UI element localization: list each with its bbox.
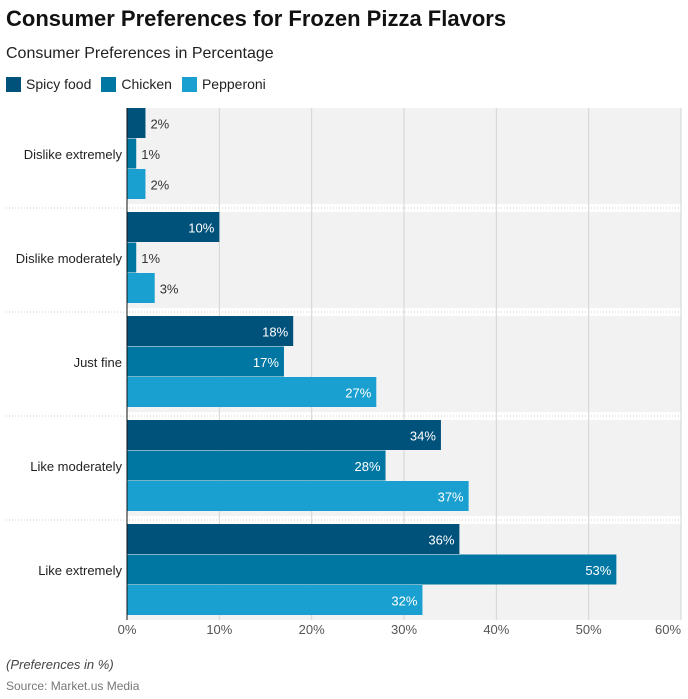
bar [127, 212, 220, 242]
category-label: Dislike moderately [16, 251, 123, 266]
legend-label: Chicken [121, 76, 172, 92]
chart-note: (Preferences in %) [6, 657, 114, 672]
legend: Spicy food Chicken Pepperoni [6, 76, 266, 92]
data-label: 3% [160, 281, 179, 296]
category-label: Just fine [74, 355, 122, 370]
x-tick-label: 20% [299, 622, 325, 637]
data-label: 27% [345, 385, 371, 400]
category-label: Dislike extremely [24, 147, 123, 162]
category-label: Like extremely [38, 563, 122, 578]
x-tick-label: 60% [655, 622, 681, 637]
chart-title: Consumer Preferences for Frozen Pizza Fl… [6, 6, 507, 31]
bar [127, 346, 284, 377]
data-label: 10% [188, 220, 214, 235]
legend-item-chicken[interactable]: Chicken [101, 76, 172, 92]
data-label: 37% [438, 489, 464, 504]
bar [127, 108, 146, 138]
bar [127, 585, 423, 615]
bar [127, 524, 460, 554]
bar [127, 554, 617, 585]
category-label: Like moderately [30, 459, 122, 474]
data-label: 1% [141, 147, 160, 162]
chart-subtitle: Consumer Preferences in Percentage [6, 45, 274, 62]
x-tick-label: 10% [206, 622, 232, 637]
data-label: 32% [391, 593, 417, 608]
data-label: 18% [262, 324, 288, 339]
bar [127, 242, 137, 273]
x-tick-label: 40% [483, 622, 509, 637]
x-tick-label: 30% [391, 622, 417, 637]
data-label: 28% [355, 459, 381, 474]
bar [127, 169, 146, 199]
legend-swatch [101, 76, 117, 92]
bar [127, 450, 386, 481]
legend-item-pepperoni[interactable]: Pepperoni [181, 76, 266, 92]
data-label: 34% [410, 428, 436, 443]
bar [127, 273, 155, 303]
data-label: 17% [253, 355, 279, 370]
bar [127, 377, 377, 407]
legend-item-spicy-food[interactable]: Spicy food [6, 76, 91, 92]
data-label: 36% [428, 532, 454, 547]
legend-swatch [181, 76, 197, 92]
chart-source: Source: Market.us Media [6, 679, 140, 693]
legend-label: Pepperoni [201, 76, 266, 92]
bar [127, 420, 441, 450]
bar [127, 316, 294, 346]
legend-label: Spicy food [26, 76, 92, 92]
data-label: 53% [585, 563, 611, 578]
bar [127, 138, 137, 169]
data-label: 2% [150, 177, 169, 192]
x-tick-label: 50% [576, 622, 602, 637]
x-tick-label: 0% [118, 622, 137, 637]
data-label: 2% [150, 116, 169, 131]
bar [127, 481, 469, 511]
data-label: 1% [141, 251, 160, 266]
legend-swatch [6, 76, 21, 92]
